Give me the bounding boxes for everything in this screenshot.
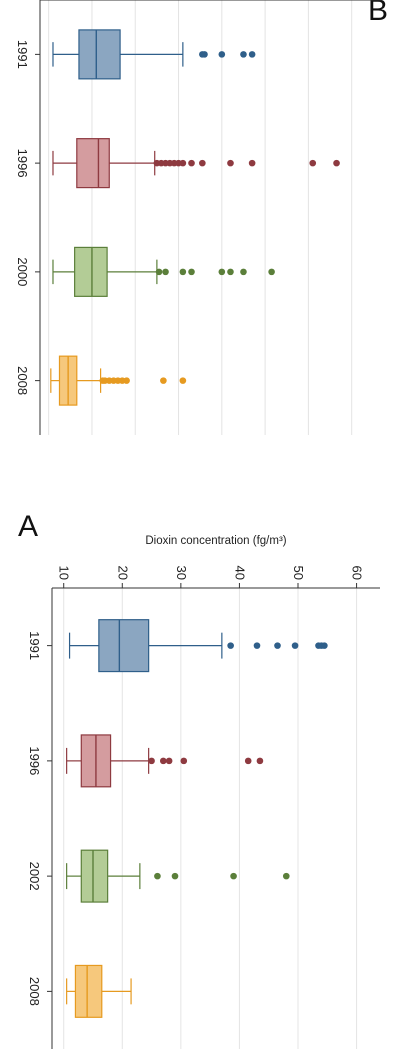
- panel-b-outlier-point: [179, 159, 187, 167]
- panel-b-outlier-point: [160, 377, 167, 384]
- panel-a-outlier-point: [171, 872, 179, 880]
- panel-a-xtick-label: 2008: [27, 977, 42, 1006]
- panel-a-ytick-label: 40: [232, 566, 247, 580]
- panel-a-outlier-point: [274, 642, 281, 649]
- panel-a-box: [80, 849, 109, 903]
- panel-b-outlier-point: [248, 159, 256, 167]
- panel-a-box: [74, 964, 103, 1018]
- panel-b-box: [76, 138, 110, 189]
- panel-b-outlier-point: [227, 159, 234, 167]
- panel-b-box: [78, 29, 121, 80]
- panel-a-ytick-label: 20: [115, 566, 130, 580]
- panel-a-outlier-point: [291, 642, 299, 649]
- panel-a-ytick-label: 30: [174, 566, 189, 580]
- panel-b-outlier-point: [240, 51, 247, 58]
- panel-a-outlier-point: [148, 757, 155, 765]
- panel-b-outlier-point: [123, 377, 130, 384]
- panel-b-xtick-label: 1996: [15, 149, 30, 178]
- panel-a-ylabel: Dioxin concentration (fg/m³): [145, 535, 286, 547]
- panel-b-outlier-point: [179, 268, 187, 276]
- panel-a-outlier-point: [230, 872, 237, 880]
- panel-a-outlier-point: [321, 642, 328, 649]
- panel-b-outlier-point: [248, 51, 256, 58]
- panel-a-outlier-point: [253, 642, 261, 649]
- panel-b-outlier-point: [218, 51, 226, 58]
- panel-b-outlier-point: [227, 268, 234, 276]
- panel-a-outlier-point: [180, 757, 188, 765]
- panel-a-outlier-point: [244, 757, 252, 765]
- panel-a-outlier-point: [282, 872, 290, 880]
- panel-a-chart: A 10 20 30 40 50 60 Dioxin concentration (fg/m…: [18, 510, 380, 1049]
- panel-b-box: [74, 246, 108, 297]
- panel-b-outlier-point: [199, 159, 206, 167]
- panel-b-xtick-label: 2000: [15, 257, 30, 286]
- panel-b-outlier-point: [309, 159, 317, 167]
- panel-a-outlier-point: [165, 757, 173, 765]
- panel-a-ytick-label: 60: [350, 566, 365, 580]
- panel-a-xtick-label: 2002: [27, 862, 42, 891]
- panel-a-xtick-label: 1991: [27, 631, 42, 660]
- panel-a-ytick-label: 50: [291, 566, 306, 580]
- panel-b-xtick-label: 1991: [15, 40, 30, 69]
- panel-b-outlier-point: [218, 268, 226, 276]
- panel-b-outlier-point: [268, 268, 275, 276]
- panel-a-outlier-point: [227, 642, 234, 649]
- panel-b-outlier-point: [162, 268, 169, 276]
- panel-a-outlier-point: [256, 757, 264, 765]
- panel-b-outlier-point: [188, 268, 195, 276]
- panel-b-outlier-point: [188, 159, 195, 167]
- panel-a-outlier-point: [154, 872, 161, 880]
- panel-a-ytick-label: 10: [57, 566, 72, 580]
- panel-a-outlier-point: [159, 757, 167, 765]
- panel-a-xtick-label: 1996: [27, 746, 42, 775]
- panel-b-letter: B: [368, 0, 388, 27]
- panel-b-outlier-point: [155, 268, 163, 276]
- panel-b-outlier-point: [240, 268, 247, 276]
- panel-b-outlier-point: [201, 51, 208, 58]
- panel-b-xtick-label: 2008: [15, 366, 30, 395]
- panel-a-letter: A: [18, 510, 38, 543]
- panel-b-outlier-point: [179, 377, 187, 384]
- panel-b-chart: B 0.10.20.30.40.50.60.70.8Cadmium concen…: [15, 0, 388, 435]
- panel-a-box: [98, 619, 150, 673]
- panel-b-outlier-point: [333, 159, 340, 167]
